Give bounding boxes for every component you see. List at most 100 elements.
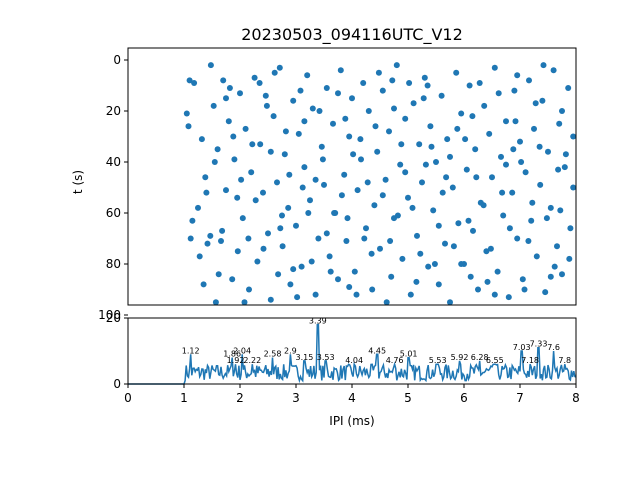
scatter-axes-frame: [127, 47, 577, 306]
scatter-point: [237, 90, 243, 97]
ipi-x-tick-label: 4: [348, 391, 356, 405]
scatter-point: [547, 273, 554, 280]
scatter-point: [443, 174, 450, 181]
scatter-point: [203, 189, 210, 196]
scatter-point: [287, 281, 294, 288]
peak-label: 1.86: [223, 350, 241, 359]
scatter-point: [196, 253, 203, 260]
ipi-x-tick-label: 7: [516, 391, 524, 405]
scatter-point: [435, 281, 442, 288]
scatter-point: [218, 238, 224, 244]
scatter-point: [486, 130, 493, 137]
ipi-y-axis: 0 20: [106, 311, 128, 391]
peak-label: 3.15: [295, 353, 313, 362]
scatter-point: [525, 238, 532, 244]
scatter-y-tick-label: 0: [113, 53, 121, 67]
scatter-point: [449, 184, 456, 191]
figure-title: 20230503_094116UTC_V12: [241, 25, 463, 45]
scatter-point: [433, 159, 439, 165]
scatter-point: [331, 210, 338, 216]
scatter-point: [230, 133, 237, 140]
scatter-point: [327, 268, 334, 275]
scatter-point: [225, 118, 232, 125]
scatter-point: [186, 77, 193, 84]
scatter-point: [210, 102, 217, 109]
scatter-point: [379, 192, 386, 199]
scatter-point: [498, 153, 504, 160]
scatter-point: [369, 286, 376, 293]
scatter-point: [377, 245, 383, 252]
scatter-point: [442, 240, 448, 247]
scatter-point: [346, 133, 353, 140]
scatter-point: [238, 176, 245, 183]
scatter-point: [463, 166, 470, 173]
scatter-point: [428, 143, 435, 150]
scatter-point: [389, 77, 396, 84]
scatter-point: [248, 169, 255, 176]
scatter-point: [346, 284, 353, 290]
scatter-point: [547, 204, 554, 211]
scatter-point: [354, 187, 361, 194]
scatter-point: [282, 128, 289, 135]
scatter-point: [536, 143, 543, 150]
scatter-point: [406, 80, 413, 86]
ipi-x-tick-label: 2: [236, 391, 244, 405]
scatter-point: [420, 95, 427, 102]
scatter-point: [223, 187, 229, 194]
scatter-point: [495, 90, 502, 97]
scatter-point: [357, 136, 364, 143]
scatter-points: [183, 62, 577, 306]
scatter-point: [226, 85, 233, 91]
scatter-point: [195, 204, 201, 211]
scatter-point: [416, 141, 423, 148]
scatter-point: [503, 161, 509, 168]
scatter-point: [570, 133, 577, 140]
scatter-point: [425, 263, 432, 270]
scatter-point: [462, 136, 469, 143]
scatter-point: [321, 181, 327, 188]
scatter-point: [475, 286, 481, 293]
scatter-point: [323, 230, 330, 237]
scatter-point: [489, 174, 495, 181]
scatter-point: [472, 146, 479, 153]
scatter-point: [312, 291, 319, 298]
scatter-point: [293, 222, 299, 229]
scatter-point: [279, 243, 286, 250]
scatter-point: [405, 194, 411, 201]
ipi-x-axis-label: IPI (ms): [329, 414, 374, 428]
scatter-point: [245, 235, 252, 242]
peak-label: 4.76: [386, 356, 404, 365]
scatter-point: [556, 120, 563, 127]
scatter-point: [517, 138, 523, 145]
scatter-point: [480, 202, 487, 209]
scatter-point: [241, 299, 248, 306]
scatter-point: [430, 207, 437, 214]
scatter-point: [481, 102, 488, 109]
scatter-point: [533, 253, 540, 260]
scatter-point: [270, 113, 277, 120]
scatter-point: [256, 80, 263, 86]
ipi-y-tick-label: 0: [113, 377, 121, 391]
scatter-point: [337, 67, 344, 74]
scatter-point: [470, 227, 476, 234]
scatter-point: [301, 164, 308, 171]
scatter-point: [330, 120, 336, 127]
scatter-point: [512, 118, 519, 125]
scatter-point: [316, 108, 323, 114]
scatter-point: [239, 215, 246, 222]
ipi-histogram-panel: 1.12 1.861.922.042.222.58 2.93.15 3.39 3.53 4…: [106, 311, 580, 428]
scatter-point: [343, 238, 350, 244]
scatter-point: [198, 136, 205, 143]
scatter-point: [223, 95, 229, 102]
scatter-point: [295, 130, 302, 137]
peak-label: 3.53: [317, 353, 335, 362]
scatter-point: [363, 225, 369, 232]
scatter-point: [491, 291, 498, 298]
scatter-point: [274, 179, 280, 186]
scatter-point: [518, 159, 525, 165]
peak-label: 6.28: [471, 353, 489, 362]
scatter-point: [350, 151, 357, 158]
scatter-point: [499, 189, 506, 196]
scatter-point: [514, 72, 521, 79]
scatter-point: [242, 125, 249, 132]
